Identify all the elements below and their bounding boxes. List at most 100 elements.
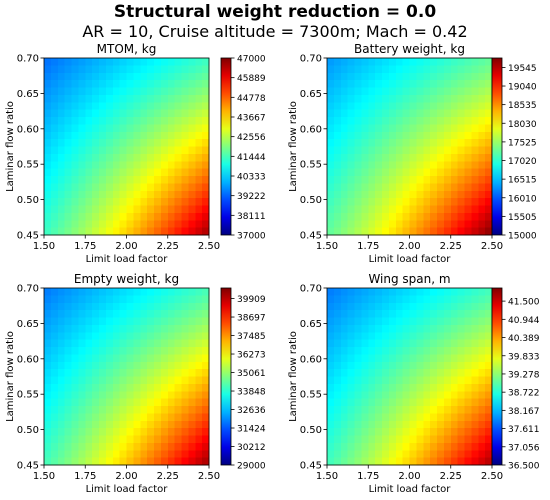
heatmap-cell: [395, 435, 404, 444]
heatmap-cell: [416, 413, 424, 422]
heatmap-cell: [388, 94, 397, 103]
heatmap-cell: [368, 212, 376, 221]
heatmap-cell: [375, 391, 383, 400]
heatmap-cell: [154, 212, 162, 221]
heatmap-cell: [478, 124, 486, 133]
heatmap-cell: [430, 450, 438, 459]
heatmap-cell: [354, 324, 362, 333]
heatmap-cell: [327, 398, 335, 407]
heatmap-cell: [133, 383, 141, 392]
heatmap-cell: [354, 146, 362, 155]
heatmap-cell: [119, 87, 128, 96]
heatmap-cell: [154, 139, 162, 148]
heatmap-cell: [133, 65, 141, 74]
heatmap-cell: [119, 317, 128, 326]
subplot-1: MTOM, kg1.50 1.75 2.00 2.25 2.500.450.500.55…: [5, 42, 266, 265]
heatmap-cell: [382, 354, 390, 363]
heatmap-cell: [478, 117, 486, 125]
heatmap-cell: [485, 317, 493, 326]
heatmap-cell: [78, 354, 86, 363]
heatmap-cell: [395, 361, 404, 370]
heatmap-cell: [388, 339, 397, 348]
heatmap-cell: [147, 457, 155, 466]
heatmap-cell: [154, 317, 162, 326]
heatmap-cell: [119, 383, 128, 392]
heatmap-cell: [430, 183, 438, 192]
heatmap-cell: [50, 317, 59, 326]
heatmap-cell: [340, 102, 349, 111]
heatmap-cell: [361, 80, 369, 89]
heatmap-cell: [382, 190, 390, 199]
heatmap-cell: [457, 398, 466, 407]
heatmap-cell: [354, 227, 362, 236]
heatmap-cell: [160, 391, 169, 400]
heatmap-cell: [50, 176, 59, 184]
heatmap-cell: [471, 317, 479, 326]
heatmap-cell: [160, 109, 169, 118]
heatmap-cell: [195, 332, 203, 341]
heatmap-cell: [485, 450, 493, 459]
heatmap-cell: [395, 212, 404, 221]
heatmap-cell: [147, 295, 155, 304]
heatmap-cell: [64, 58, 73, 66]
heatmap-cell: [327, 176, 335, 184]
heatmap-cell: [154, 220, 162, 229]
x-axis-label: Limit load factor: [369, 484, 452, 495]
heatmap-cell: [402, 102, 411, 111]
heatmap-cell: [105, 102, 114, 111]
heatmap-cell: [382, 176, 390, 184]
heatmap-cell: [478, 302, 486, 311]
heatmap-cell: [126, 450, 134, 459]
heatmap-cell: [71, 190, 79, 199]
colorbar-tick-label: 37000: [237, 232, 266, 242]
heatmap-cell: [85, 442, 93, 451]
heatmap-cell: [388, 205, 397, 214]
heatmap-cell: [92, 347, 100, 355]
heatmap-cell: [64, 450, 73, 459]
heatmap-cell: [437, 383, 445, 392]
heatmap-cell: [64, 324, 73, 333]
heatmap-cell: [99, 442, 107, 451]
heatmap-cell: [181, 361, 189, 370]
heatmap-cell: [119, 65, 128, 74]
heatmap-cell: [147, 450, 155, 459]
heatmap-cell: [154, 310, 162, 319]
heatmap-cell: [361, 87, 369, 96]
heatmap-cell: [105, 457, 114, 466]
heatmap-cell: [354, 87, 362, 96]
heatmap-cell: [354, 413, 362, 422]
heatmap-cell: [195, 376, 203, 385]
heatmap-cell: [333, 339, 342, 348]
heatmap-cell: [99, 302, 107, 311]
colorbar-tick-label: 32636: [237, 406, 266, 416]
heatmap-cell: [361, 102, 369, 111]
heatmap-cell: [485, 435, 493, 444]
heatmap-cell: [485, 376, 493, 385]
heatmap-cell: [416, 347, 424, 355]
heatmap-cell: [181, 347, 189, 355]
heatmap-cell: [478, 205, 486, 214]
heatmap-cell: [423, 435, 431, 444]
heatmap-cell: [402, 288, 411, 296]
heatmap-cell: [354, 383, 362, 392]
heatmap-cell: [133, 450, 141, 459]
heatmap-cell: [333, 168, 342, 177]
heatmap-cell: [347, 131, 356, 140]
heatmap-cell: [375, 398, 383, 407]
heatmap-cell: [333, 161, 342, 170]
heatmap-cell: [202, 288, 210, 296]
heatmap-cell: [71, 428, 79, 437]
heatmap-cell: [174, 94, 183, 103]
heatmap-cell: [354, 72, 362, 81]
heatmap-cell: [464, 117, 472, 125]
heatmap-cell: [140, 442, 148, 451]
heatmap-cell: [195, 161, 203, 170]
heatmap-cell: [202, 361, 210, 370]
heatmap-cell: [327, 391, 335, 400]
heatmap-cell: [181, 383, 189, 392]
heatmap-cell: [437, 406, 445, 414]
heatmap-cell: [202, 442, 210, 451]
heatmap-cell: [382, 420, 390, 429]
heatmap-cell: [174, 190, 183, 199]
heatmap-cell: [133, 80, 141, 89]
